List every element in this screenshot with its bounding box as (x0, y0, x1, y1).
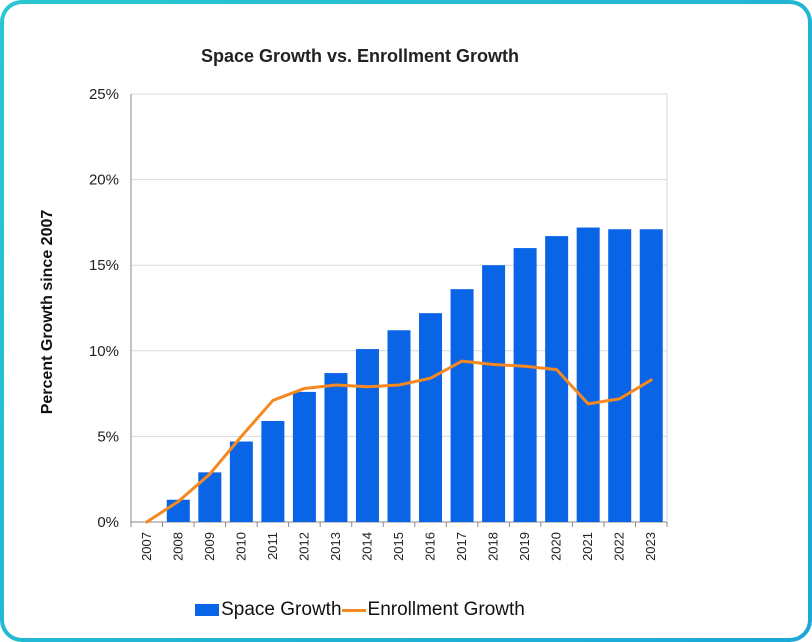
y-tick-label: 25% (89, 86, 119, 103)
legend-swatch-enrollment-growth (341, 608, 366, 612)
x-tick-label: 2011 (265, 532, 280, 560)
y-tick-label: 0% (97, 514, 119, 531)
x-tick-label: 2019 (517, 532, 532, 561)
legend-item-enrollment-growth: Enrollment Growth (341, 599, 525, 621)
bar-space-growth (419, 313, 443, 522)
y-tick-label: 5% (97, 428, 119, 445)
bar-space-growth (513, 248, 537, 522)
bar-space-growth (608, 229, 632, 523)
x-tick-label: 2015 (391, 532, 406, 561)
bar-space-growth (545, 236, 569, 522)
y-tick-label: 10% (89, 343, 119, 360)
bar-space-growth (324, 373, 348, 522)
x-tick-label: 2018 (486, 532, 501, 561)
x-tick-label: 2013 (328, 532, 343, 561)
x-tick-label: 2009 (202, 532, 217, 561)
x-tick-label: 2020 (549, 532, 564, 561)
y-axis-title: Percent Growth since 2007 (39, 210, 56, 415)
x-tick-label: 2007 (139, 532, 154, 561)
chart-legend: Space Growth Enrollment Growth (4, 599, 716, 621)
x-tick-label: 2008 (170, 532, 185, 561)
x-tick-label: 2010 (233, 532, 248, 561)
x-tick-label: 2021 (580, 532, 595, 561)
bar-space-growth (450, 289, 474, 522)
y-tick-label: 20% (89, 172, 119, 189)
chart-panel: Space Growth vs. Enrollment Growth 0% 5% 1… (4, 4, 808, 638)
x-tick-label: 2016 (423, 532, 438, 561)
line-enrollment-growth (145, 359, 653, 524)
legend-item-space-growth: Space Growth (195, 599, 342, 621)
bar-space-growth (387, 330, 411, 522)
x-tick-label: 2022 (612, 532, 627, 561)
bar-space-growth (576, 227, 600, 522)
chart-plot: 0% 5% 10% 15% 20% 25% 2007 2008 2009 2010 2011 2012… (39, 86, 668, 561)
legend-label-enrollment-growth: Enrollment Growth (367, 599, 525, 620)
x-tick-label: 2023 (643, 532, 658, 561)
bar-space-growth (639, 229, 663, 523)
bar-space-growth (229, 441, 253, 522)
bar-space-growth (292, 391, 316, 522)
bar-space-growth (261, 420, 285, 522)
legend-swatch-space-growth (195, 604, 220, 616)
legend-label-space-growth: Space Growth (221, 599, 342, 620)
chart-title: Space Growth vs. Enrollment Growth (200, 46, 520, 66)
x-tick-label: 2014 (359, 532, 374, 561)
bar-space-growth (198, 472, 222, 522)
bar-space-growth (355, 349, 379, 522)
bar-space-growth (482, 265, 506, 522)
x-tick-label: 2012 (296, 532, 311, 561)
x-tick-label: 2017 (454, 532, 469, 561)
y-tick-label: 15% (89, 257, 119, 274)
